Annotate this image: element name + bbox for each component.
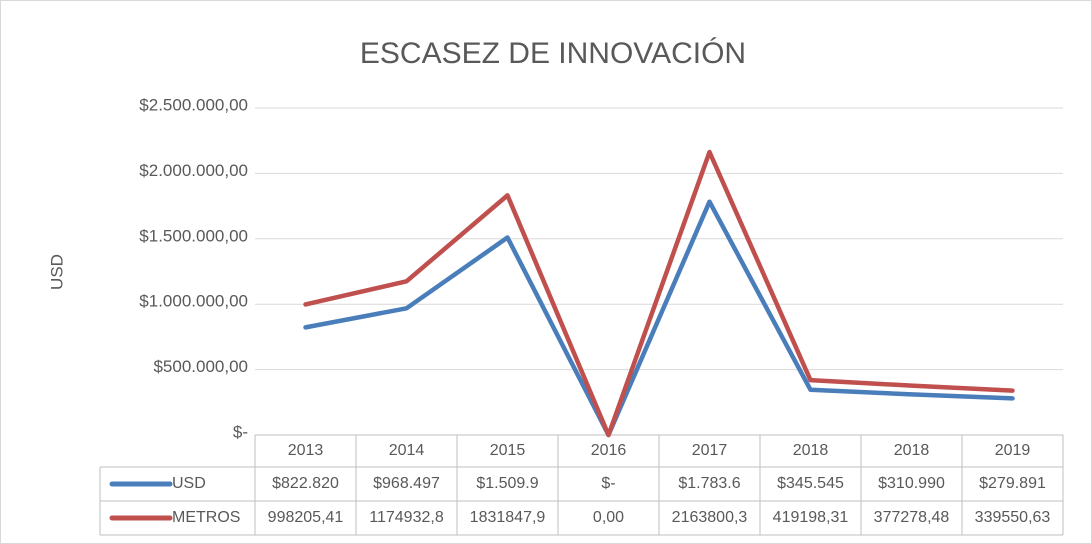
line-series (303, 149, 1015, 438)
y-tick-label: $2.000.000,00 (139, 161, 248, 180)
data-table-value: $1.509.9 (476, 475, 538, 492)
legend-label: METROS (172, 509, 240, 526)
data-table-value: $279.891 (979, 475, 1046, 492)
x-tick-label: 2018 (894, 442, 930, 459)
data-table-value: 1174932,8 (369, 509, 444, 526)
y-tick-label: $- (233, 422, 248, 441)
data-table-value: 2163800,3 (672, 509, 748, 526)
y-axis-label: USD (47, 254, 66, 290)
data-table-value: 339550,63 (975, 509, 1051, 526)
x-tick-label: 2013 (288, 442, 324, 459)
x-tick-label: 2016 (591, 442, 627, 459)
data-table-value: 0,00 (593, 509, 624, 526)
x-tick-label: 2014 (389, 442, 425, 459)
data-table-value: $- (601, 475, 615, 492)
data-table-value: 998205,41 (268, 509, 344, 526)
data-table-value: $822.820 (272, 475, 339, 492)
data-table-value: $968.497 (373, 475, 440, 492)
data-table-value: 1831847,9 (470, 509, 546, 526)
legend-label: USD (172, 475, 206, 492)
data-table-value: $310.990 (878, 475, 945, 492)
line-series (303, 199, 1015, 438)
x-tick-label: 2015 (490, 442, 526, 459)
data-table-value: 377278,48 (874, 509, 950, 526)
data-table-value: 419198,31 (773, 509, 849, 526)
x-tick-label: 2019 (995, 442, 1031, 459)
y-tick-label: $1.500.000,00 (139, 226, 248, 245)
x-tick-label: 2017 (692, 442, 728, 459)
y-tick-label: $1.000.000,00 (139, 292, 248, 311)
y-tick-label: $2.500.000,00 (139, 95, 248, 114)
data-table-value: $1.783.6 (678, 475, 740, 492)
x-tick-label: 2018 (793, 442, 829, 459)
data-table-value: $345.545 (777, 475, 844, 492)
y-tick-label: $500.000,00 (153, 357, 248, 376)
chart-title: ESCASEZ DE INNOVACIÓN (360, 37, 746, 70)
